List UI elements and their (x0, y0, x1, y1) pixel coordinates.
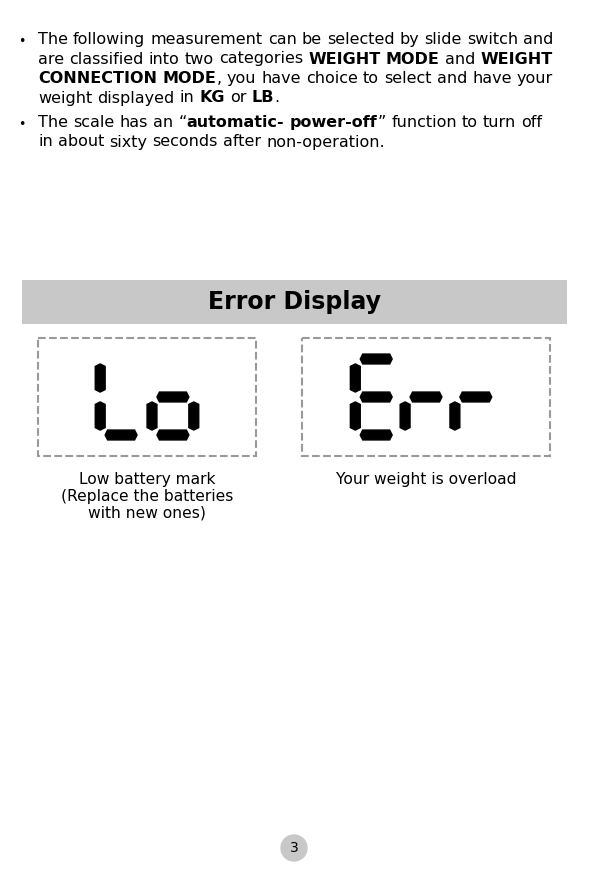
Polygon shape (147, 402, 157, 430)
Text: selected: selected (327, 32, 395, 47)
Text: scale: scale (73, 115, 114, 130)
Text: select: select (384, 71, 432, 86)
Text: choice: choice (306, 71, 358, 86)
Text: measurement: measurement (151, 32, 263, 47)
Text: MODE: MODE (163, 71, 217, 86)
Text: •: • (18, 35, 25, 48)
Text: an: an (153, 115, 173, 130)
Polygon shape (157, 392, 189, 402)
FancyBboxPatch shape (38, 338, 256, 456)
Text: with new ones): with new ones) (88, 506, 206, 521)
Text: be: be (302, 32, 322, 47)
Polygon shape (350, 402, 360, 430)
Text: 3: 3 (290, 841, 299, 855)
Text: Your weight is overload: Your weight is overload (336, 472, 516, 487)
Text: KG: KG (200, 90, 225, 105)
Text: after: after (223, 135, 261, 150)
Polygon shape (360, 354, 392, 364)
Text: classified: classified (70, 51, 144, 66)
Text: about: about (58, 135, 104, 150)
Text: following: following (73, 32, 145, 47)
Text: or: or (230, 90, 247, 105)
FancyBboxPatch shape (22, 280, 567, 324)
Polygon shape (400, 402, 410, 430)
Text: two: two (184, 51, 214, 66)
Polygon shape (350, 364, 360, 392)
Polygon shape (460, 392, 492, 402)
Text: and: and (524, 32, 554, 47)
Text: by: by (400, 32, 419, 47)
Circle shape (281, 835, 307, 861)
Text: MODE: MODE (386, 51, 440, 66)
Text: .: . (274, 90, 280, 105)
Text: to: to (363, 71, 379, 86)
Text: slide: slide (425, 32, 462, 47)
Text: Low battery mark: Low battery mark (79, 472, 215, 487)
Text: displayed: displayed (97, 90, 174, 105)
Text: you: you (227, 71, 256, 86)
Text: The: The (38, 115, 68, 130)
Text: can: can (268, 32, 297, 47)
Polygon shape (189, 402, 198, 430)
Polygon shape (95, 364, 105, 392)
Text: weight: weight (38, 90, 92, 105)
Text: switch: switch (467, 32, 518, 47)
Text: in: in (38, 135, 53, 150)
Text: non-operation.: non-operation. (266, 135, 385, 150)
Text: have: have (472, 71, 512, 86)
Text: sixty: sixty (110, 135, 147, 150)
Text: “: “ (178, 115, 187, 130)
Text: automatic-: automatic- (187, 115, 284, 130)
Text: WEIGHT: WEIGHT (481, 51, 552, 66)
Text: WEIGHT: WEIGHT (308, 51, 380, 66)
Polygon shape (105, 430, 137, 440)
Text: and: and (445, 51, 475, 66)
Text: seconds: seconds (153, 135, 218, 150)
Text: power-off: power-off (290, 115, 378, 130)
Text: categories: categories (219, 51, 303, 66)
Text: ,: , (217, 71, 221, 86)
Text: (Replace the batteries: (Replace the batteries (61, 489, 233, 504)
Text: •: • (18, 118, 25, 131)
Polygon shape (157, 430, 189, 440)
Text: has: has (120, 115, 148, 130)
Text: are: are (38, 51, 64, 66)
Text: ”: ” (378, 115, 386, 130)
Text: to: to (462, 115, 478, 130)
FancyBboxPatch shape (302, 338, 550, 456)
Text: turn: turn (483, 115, 516, 130)
Polygon shape (450, 402, 460, 430)
Polygon shape (410, 392, 442, 402)
Text: CONNECTION: CONNECTION (38, 71, 157, 86)
Text: and: and (437, 71, 467, 86)
Text: off: off (521, 115, 542, 130)
Text: LB: LB (252, 90, 274, 105)
Text: have: have (262, 71, 301, 86)
Text: into: into (149, 51, 180, 66)
Text: function: function (391, 115, 456, 130)
Polygon shape (95, 402, 105, 430)
Text: Error Display: Error Display (208, 290, 381, 314)
Polygon shape (360, 392, 392, 402)
Text: The: The (38, 32, 68, 47)
Text: your: your (517, 71, 553, 86)
Text: in: in (180, 90, 194, 105)
Polygon shape (360, 430, 392, 440)
